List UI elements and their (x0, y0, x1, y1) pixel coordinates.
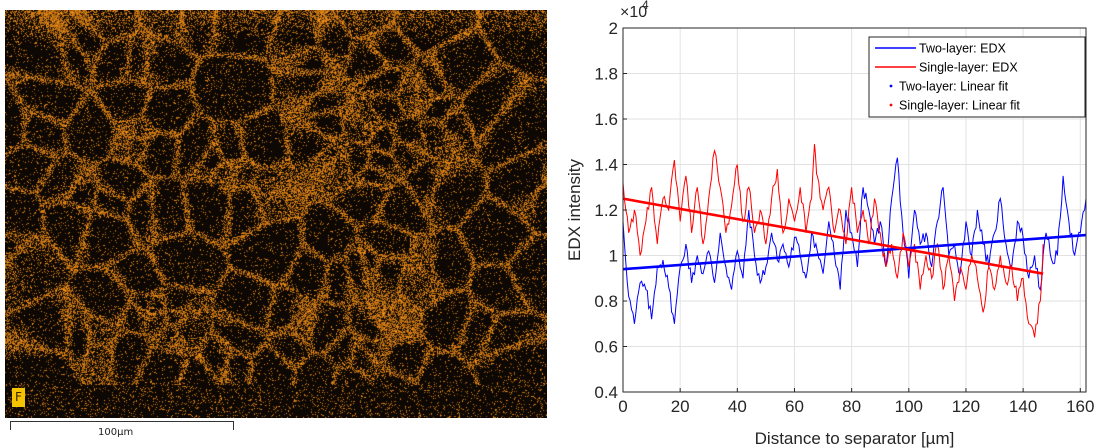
y-tick-label: 1.2 (594, 201, 618, 220)
y-tick-label: 0.8 (594, 292, 618, 311)
two-layer-linear-fit-line (622, 233, 1087, 271)
legend-dot-swatch (889, 84, 893, 88)
x-tick-label: 60 (785, 397, 804, 416)
legend-entry-label: Single-layer: Linear fit (899, 99, 1020, 113)
single-layer-linear-fit-line (622, 197, 1044, 275)
element-label-badge: F (12, 388, 25, 407)
x-tick-label: 100 (895, 397, 923, 416)
y-axis-multiplier-exponent: 4 (642, 0, 649, 12)
edx-fluorine-map-image (5, 10, 547, 418)
y-tick-label: 1.6 (594, 110, 618, 129)
legend-entry-label: Two-layer: EDX (919, 42, 1006, 56)
y-tick-label: 0.6 (594, 338, 618, 357)
y-tick-label: 1.8 (594, 65, 618, 84)
x-tick-label: 0 (618, 397, 627, 416)
x-tick-label: 80 (842, 397, 861, 416)
x-tick-label: 140 (1009, 397, 1037, 416)
y-tick-label: 2 (609, 19, 618, 38)
y-tick-label: 0.4 (594, 383, 618, 402)
y-tick-label: 1 (609, 247, 618, 266)
x-tick-label: 160 (1066, 397, 1094, 416)
legend-entry-label: Two-layer: Linear fit (899, 80, 1009, 94)
legend-dot-swatch (889, 103, 893, 107)
edx-intensity-chart: 0 20 40 60 80 100 120 140 160 0.4 0.6 0.8 1 1.2 1.4 1.6… (565, 0, 1094, 448)
legend-entry-label: Single-layer: EDX (919, 61, 1018, 75)
x-axis-label: Distance to separator [µm] (755, 429, 955, 448)
scale-bar (10, 421, 234, 430)
legend-box (868, 36, 1086, 118)
x-tick-label: 20 (671, 397, 690, 416)
y-axis-label: EDX intensity (565, 158, 584, 261)
y-tick-label: 1.4 (594, 156, 618, 175)
edx-map-panel: F (5, 10, 547, 418)
series-line-single-layer-edx (622, 143, 1044, 338)
x-tick-label: 40 (728, 397, 747, 416)
scale-bar-label: 100µm (98, 427, 134, 438)
y-axis-multiplier: ×10 (620, 4, 647, 21)
x-tick-label: 120 (952, 397, 980, 416)
